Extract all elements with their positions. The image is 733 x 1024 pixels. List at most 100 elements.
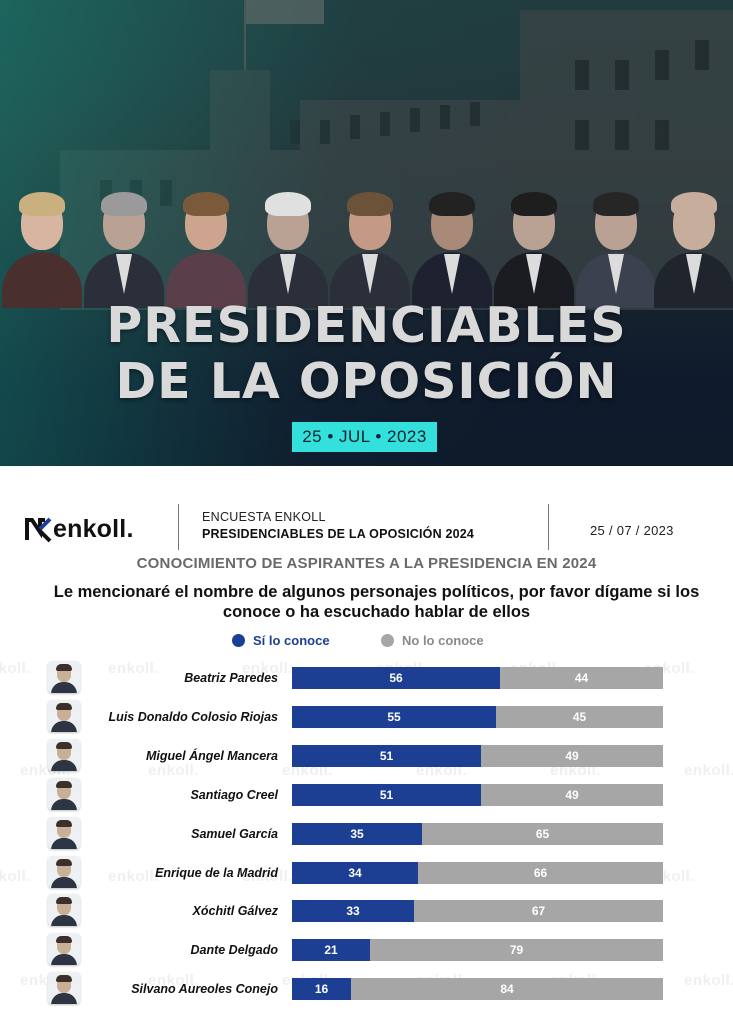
watermark: enkoll. bbox=[0, 660, 32, 677]
category-label: Enrique de la Madrid bbox=[155, 865, 278, 880]
data-label-no: 66 bbox=[533, 865, 548, 880]
data-label-no: 79 bbox=[509, 943, 524, 958]
candidate-avatar bbox=[48, 933, 80, 966]
data-label-no: 65 bbox=[535, 826, 550, 841]
category-label: Silvano Aureoles Conejo bbox=[131, 982, 278, 997]
header-divider bbox=[548, 504, 549, 550]
survey-name: ENCUESTA ENKOLL bbox=[202, 510, 326, 524]
watermark: enkoll. bbox=[242, 660, 294, 677]
avatar-body bbox=[51, 954, 77, 966]
portrait bbox=[246, 190, 330, 308]
candidate-avatar bbox=[48, 777, 80, 810]
knowledge-bar-chart: enkoll. enkoll. enkoll. enkoll. enkoll. enkol… bbox=[0, 650, 733, 1024]
category-label: Santiago Creel bbox=[190, 787, 278, 802]
avatar-body bbox=[51, 876, 77, 888]
hero-date-badge: 25 • JUL • 2023 bbox=[292, 422, 437, 452]
watermark: enkoll. bbox=[684, 762, 733, 779]
category-label: Samuel García bbox=[191, 826, 278, 841]
data-label-si: 55 bbox=[387, 709, 401, 724]
candidate-avatar bbox=[48, 738, 80, 771]
candidate-portraits bbox=[0, 190, 733, 310]
bar-si-lo-conoce bbox=[292, 744, 481, 767]
watermark: enkoll. bbox=[242, 868, 294, 885]
data-label-si: 35 bbox=[350, 826, 364, 841]
avatar-body bbox=[51, 837, 77, 849]
chart-title: CONOCIMIENTO DE ASPIRANTES A LA PRESIDEN… bbox=[136, 555, 597, 572]
watermark: enkoll. bbox=[684, 972, 733, 989]
bar-si-lo-conoce bbox=[292, 939, 370, 962]
enkoll-logo-text: enkoll. bbox=[53, 514, 134, 543]
survey-question: Le mencionaré el nombre de algunos perso… bbox=[53, 583, 700, 621]
portrait bbox=[328, 190, 412, 308]
legend-item-no: No lo conoce bbox=[381, 630, 484, 650]
avatar-hair bbox=[56, 780, 72, 788]
bar-si-lo-conoce bbox=[292, 900, 414, 923]
portrait bbox=[652, 190, 733, 308]
hero-title-line-1: PRESIDENCIABLES bbox=[106, 297, 627, 354]
data-label-si: 51 bbox=[379, 748, 394, 763]
data-label-si: 56 bbox=[389, 671, 403, 685]
avatar-hair bbox=[56, 741, 72, 749]
legend-swatch-yes bbox=[232, 633, 245, 647]
bar-si-lo-conoce bbox=[292, 978, 351, 1001]
avatar-hair bbox=[56, 664, 72, 671]
legend-swatch-no bbox=[381, 633, 394, 647]
bar-si-lo-conoce bbox=[292, 667, 500, 689]
hero-title: PRESIDENCIABLES DE LA OPOSICIÓN bbox=[0, 298, 733, 410]
survey-title: PRESIDENCIABLES DE LA OPOSICIÓN 2024 bbox=[202, 527, 475, 541]
candidate-avatar bbox=[48, 699, 80, 732]
portrait bbox=[410, 190, 494, 308]
data-label-si: 34 bbox=[348, 865, 362, 880]
legend-label-yes: Sí lo conoce bbox=[253, 632, 330, 648]
category-label: Miguel Ángel Mancera bbox=[146, 748, 278, 763]
portrait bbox=[164, 190, 248, 308]
data-label-no: 45 bbox=[572, 709, 587, 724]
header-divider bbox=[178, 504, 179, 550]
legend-label-no: No lo conoce bbox=[402, 632, 484, 648]
data-label-no: 44 bbox=[574, 671, 589, 685]
bar-no-lo-conoce bbox=[500, 667, 663, 689]
portrait bbox=[574, 190, 658, 308]
avatar-body bbox=[51, 682, 77, 693]
category-label: Beatriz Paredes bbox=[184, 671, 278, 685]
avatar-body bbox=[51, 720, 77, 732]
flag bbox=[246, 0, 324, 24]
category-label: Xóchitl Gálvez bbox=[192, 904, 278, 919]
legend-item-yes: Sí lo conoce bbox=[232, 630, 330, 650]
data-label-si: 51 bbox=[379, 787, 394, 802]
bar-si-lo-conoce bbox=[292, 783, 481, 806]
candidate-avatar bbox=[48, 855, 80, 888]
data-label-no: 49 bbox=[565, 748, 579, 763]
bar-si-lo-conoce bbox=[292, 822, 422, 845]
enkoll-logo-icon bbox=[25, 517, 52, 543]
enkoll-logo: enkoll. bbox=[24, 513, 134, 545]
bar-si-lo-conoce bbox=[292, 861, 418, 884]
candidate-avatar bbox=[48, 661, 80, 693]
avatar-hair bbox=[56, 858, 72, 866]
bar-no-lo-conoce bbox=[481, 744, 663, 767]
avatar-hair bbox=[56, 975, 72, 983]
portrait bbox=[492, 190, 576, 308]
candidate-avatar bbox=[48, 816, 80, 849]
section-divider bbox=[0, 466, 733, 476]
portrait bbox=[0, 190, 84, 308]
watermark: enkoll. bbox=[148, 762, 200, 779]
watermark: enkoll. bbox=[108, 868, 160, 885]
watermark: enkoll. bbox=[108, 660, 160, 677]
bar-no-lo-conoce bbox=[481, 783, 663, 806]
bar-no-lo-conoce bbox=[414, 900, 663, 923]
data-label-si: 16 bbox=[314, 982, 329, 997]
avatar-body bbox=[51, 798, 77, 810]
avatar-hair bbox=[56, 897, 72, 905]
avatar-hair bbox=[56, 819, 72, 827]
watermark: enkoll. bbox=[0, 868, 32, 885]
data-label-no: 84 bbox=[500, 982, 514, 997]
category-label: Dante Delgado bbox=[190, 943, 278, 958]
bar-no-lo-conoce bbox=[496, 705, 663, 728]
category-label: Luis Donaldo Colosio Riojas bbox=[108, 709, 278, 724]
data-label-no: 49 bbox=[565, 787, 579, 802]
hero-title-line-2: DE LA OPOSICIÓN bbox=[115, 353, 618, 410]
data-label-si: 33 bbox=[346, 904, 360, 919]
avatar-hair bbox=[56, 702, 72, 710]
bar-si-lo-conoce bbox=[292, 705, 496, 728]
